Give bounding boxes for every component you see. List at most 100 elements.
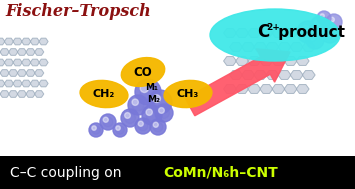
Polygon shape [26,91,35,97]
Circle shape [92,126,100,134]
Polygon shape [236,57,248,65]
Polygon shape [284,29,297,37]
Circle shape [306,31,324,49]
Circle shape [321,25,339,43]
Circle shape [103,117,113,127]
Polygon shape [30,38,39,45]
Text: M₁: M₁ [146,83,158,91]
Polygon shape [0,70,1,76]
Polygon shape [0,91,9,97]
Polygon shape [236,29,248,37]
Text: CH₂: CH₂ [93,89,115,99]
Circle shape [135,79,161,105]
Text: CoMn/N₆h–CNT: CoMn/N₆h–CNT [163,166,278,180]
Polygon shape [26,70,35,76]
Ellipse shape [80,80,128,108]
FancyBboxPatch shape [0,156,355,189]
Polygon shape [39,80,48,87]
Polygon shape [39,59,48,66]
Circle shape [132,99,144,111]
Polygon shape [0,38,5,45]
Polygon shape [254,43,267,51]
Circle shape [125,113,130,118]
Polygon shape [230,70,242,79]
Polygon shape [302,43,315,51]
Circle shape [121,109,139,127]
Text: CH₃: CH₃ [177,89,199,99]
Polygon shape [248,84,261,93]
Polygon shape [272,29,285,37]
Text: C–C coupling on: C–C coupling on [10,166,126,180]
Circle shape [146,109,158,121]
Circle shape [128,95,148,115]
Circle shape [153,95,167,109]
Polygon shape [278,70,291,79]
Polygon shape [4,59,13,66]
Polygon shape [9,91,18,97]
Polygon shape [22,38,31,45]
Circle shape [125,113,135,123]
Polygon shape [17,91,27,97]
Polygon shape [17,70,27,76]
Circle shape [146,109,152,115]
Polygon shape [224,57,236,65]
Circle shape [142,105,162,125]
Polygon shape [0,91,1,97]
Circle shape [325,29,331,34]
Polygon shape [30,80,39,87]
Polygon shape [9,70,18,76]
Polygon shape [296,84,309,93]
Circle shape [153,122,163,132]
Circle shape [310,16,330,36]
Polygon shape [13,59,22,66]
Circle shape [326,14,342,30]
Circle shape [159,108,169,118]
Polygon shape [39,38,48,45]
Polygon shape [296,29,309,37]
Polygon shape [0,70,9,76]
Circle shape [317,11,331,25]
Circle shape [159,108,164,113]
Circle shape [140,84,148,93]
Text: M₂: M₂ [147,95,160,105]
Text: product: product [273,25,345,40]
Text: C: C [257,23,269,41]
Polygon shape [22,80,31,87]
Polygon shape [13,38,22,45]
Polygon shape [224,29,236,37]
Polygon shape [296,57,309,65]
Polygon shape [284,57,297,65]
Polygon shape [260,84,273,93]
Polygon shape [242,43,255,51]
Polygon shape [266,70,279,79]
Polygon shape [0,49,1,55]
Polygon shape [248,57,261,65]
Polygon shape [278,43,291,51]
Ellipse shape [164,80,212,108]
FancyArrow shape [185,49,290,116]
Text: CO: CO [133,66,152,78]
Polygon shape [272,84,285,93]
Circle shape [148,90,172,114]
Polygon shape [242,70,255,79]
Polygon shape [284,84,297,93]
Circle shape [153,122,158,127]
Ellipse shape [121,58,165,86]
Circle shape [150,119,166,135]
Circle shape [138,121,143,126]
Polygon shape [248,29,261,37]
Text: Fischer–Tropsch: Fischer–Tropsch [5,3,151,20]
Polygon shape [34,49,44,55]
Polygon shape [9,49,18,55]
Polygon shape [4,38,13,45]
Polygon shape [266,43,279,51]
Circle shape [329,17,334,22]
Polygon shape [4,80,13,87]
Circle shape [140,84,156,100]
Polygon shape [230,43,242,51]
Polygon shape [17,49,27,55]
Polygon shape [13,80,22,87]
Polygon shape [0,59,5,66]
Polygon shape [272,57,285,65]
Polygon shape [26,49,35,55]
